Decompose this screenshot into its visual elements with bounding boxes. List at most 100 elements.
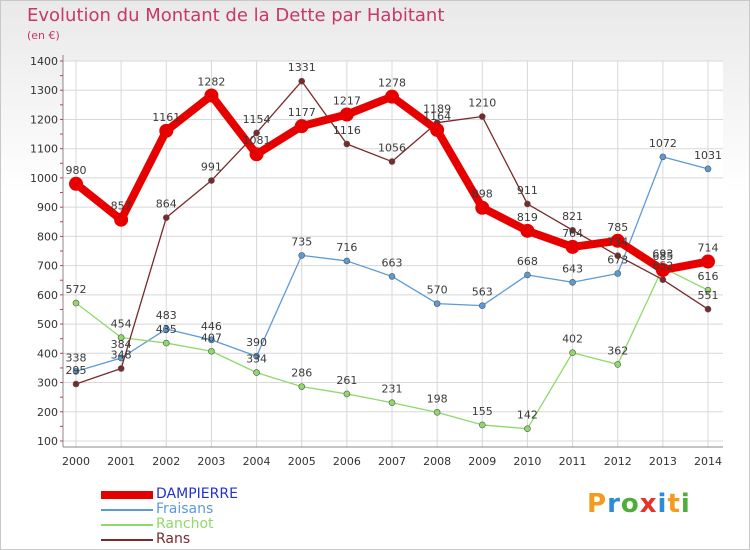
data-label-rans: 864 [156, 198, 177, 211]
y-tick-label: 200 [37, 406, 58, 419]
data-point-rans [614, 252, 622, 259]
data-label-rans: 821 [562, 210, 583, 223]
data-label-fraisans: 338 [66, 351, 87, 364]
x-tick-label: 2010 [513, 455, 541, 468]
data-label-rans: 1154 [243, 113, 271, 126]
x-tick-label: 2005 [288, 455, 316, 468]
y-tick-label: 1200 [30, 113, 58, 126]
data-label-ranchot: 454 [111, 318, 132, 331]
data-label-ranchot: 616 [698, 270, 719, 283]
data-point-rans [117, 365, 125, 372]
proxiti-logo: Proxiti [587, 489, 691, 519]
x-tick-label: 2011 [559, 455, 587, 468]
data-point-dampierre [610, 233, 625, 248]
data-point-rans [659, 276, 667, 283]
data-label-fraisans: 716 [336, 241, 357, 254]
data-point-ranchot [208, 347, 215, 355]
y-tick-label: 300 [37, 377, 58, 390]
data-point-rans [253, 129, 260, 137]
data-label-rans: 991 [201, 161, 222, 174]
data-point-fraisans [253, 352, 260, 360]
legend-label: Fraisans [156, 501, 214, 517]
data-label-dampierre: 1282 [197, 75, 225, 88]
chart-subtitle: (en €) [27, 29, 60, 42]
data-point-dampierre [294, 119, 309, 134]
y-tick-label: 1100 [30, 143, 58, 156]
data-label-fraisans: 384 [111, 338, 132, 351]
legend-swatch [101, 539, 153, 541]
data-point-dampierre [204, 88, 219, 103]
data-label-ranchot: 261 [336, 374, 357, 387]
y-tick-label: 900 [37, 201, 58, 214]
data-point-fraisans [524, 271, 531, 279]
data-label-ranchot: 362 [607, 344, 628, 357]
data-label-rans: 911 [517, 184, 538, 197]
logo-letter: i [657, 489, 668, 519]
data-point-fraisans [704, 165, 712, 173]
x-tick-label: 2003 [197, 455, 225, 468]
data-point-ranchot [388, 399, 396, 407]
data-label-ranchot: 693 [652, 248, 673, 261]
x-tick-label: 2001 [107, 455, 135, 468]
data-label-rans: 1056 [378, 142, 406, 155]
x-tick-label: 2002 [152, 455, 180, 468]
data-label-rans: 295 [66, 364, 87, 377]
x-tick-label: 2000 [62, 455, 90, 468]
data-label-ranchot: 231 [382, 383, 403, 396]
legend-swatch [101, 524, 153, 526]
data-label-rans: 734 [607, 236, 628, 249]
data-point-ranchot [524, 425, 531, 433]
data-point-fraisans [433, 300, 441, 307]
chart-title: Evolution du Montant de la Dette par Hab… [27, 5, 445, 26]
data-point-ranchot [478, 421, 486, 429]
x-tick-label: 2013 [649, 455, 677, 468]
x-tick-label: 2007 [378, 455, 406, 468]
logo-letter: P [587, 489, 608, 519]
data-point-ranchot [614, 361, 622, 368]
data-point-ranchot [162, 339, 170, 347]
data-label-ranchot: 435 [156, 323, 177, 336]
data-label-rans: 551 [698, 289, 719, 302]
data-label-dampierre: 898 [472, 188, 493, 201]
x-tick-label: 2009 [468, 455, 496, 468]
data-point-dampierre [159, 123, 174, 138]
data-label-fraisans: 446 [201, 320, 222, 333]
data-point-fraisans [343, 257, 351, 265]
data-point-dampierre [339, 107, 354, 122]
data-point-dampierre [655, 263, 670, 277]
data-point-rans [208, 177, 215, 184]
y-tick-label: 800 [37, 230, 58, 243]
data-point-rans [388, 158, 396, 165]
data-point-dampierre [430, 122, 445, 137]
data-label-dampierre: 764 [562, 227, 583, 240]
data-point-ranchot [253, 369, 260, 376]
data-point-ranchot [72, 299, 80, 307]
data-label-rans: 652 [652, 260, 673, 273]
legend-label: DAMPIERRE [156, 486, 238, 502]
data-label-dampierre: 785 [607, 221, 628, 234]
data-point-dampierre [114, 212, 129, 227]
data-label-fraisans: 673 [607, 254, 628, 267]
data-label-dampierre: 714 [698, 242, 719, 255]
logo-letter: r [607, 489, 621, 519]
data-label-dampierre: 980 [66, 164, 87, 177]
data-point-rans [72, 380, 80, 388]
x-tick-label: 2012 [604, 455, 632, 468]
data-label-dampierre: 1177 [288, 106, 316, 119]
data-label-ranchot: 142 [517, 409, 538, 422]
data-point-rans [569, 226, 576, 234]
data-point-fraisans [659, 153, 667, 161]
data-label-fraisans: 643 [562, 262, 583, 275]
data-point-rans [704, 305, 712, 313]
data-point-dampierre [475, 200, 490, 215]
data-label-fraisans: 483 [156, 309, 177, 322]
data-label-ranchot: 407 [201, 331, 222, 344]
data-label-ranchot: 334 [246, 353, 267, 366]
data-label-dampierre: 1161 [152, 111, 180, 124]
data-point-dampierre [249, 147, 264, 162]
logo-letter: i [680, 489, 691, 519]
data-label-ranchot: 286 [291, 367, 312, 380]
y-tick-label: 700 [37, 260, 58, 273]
